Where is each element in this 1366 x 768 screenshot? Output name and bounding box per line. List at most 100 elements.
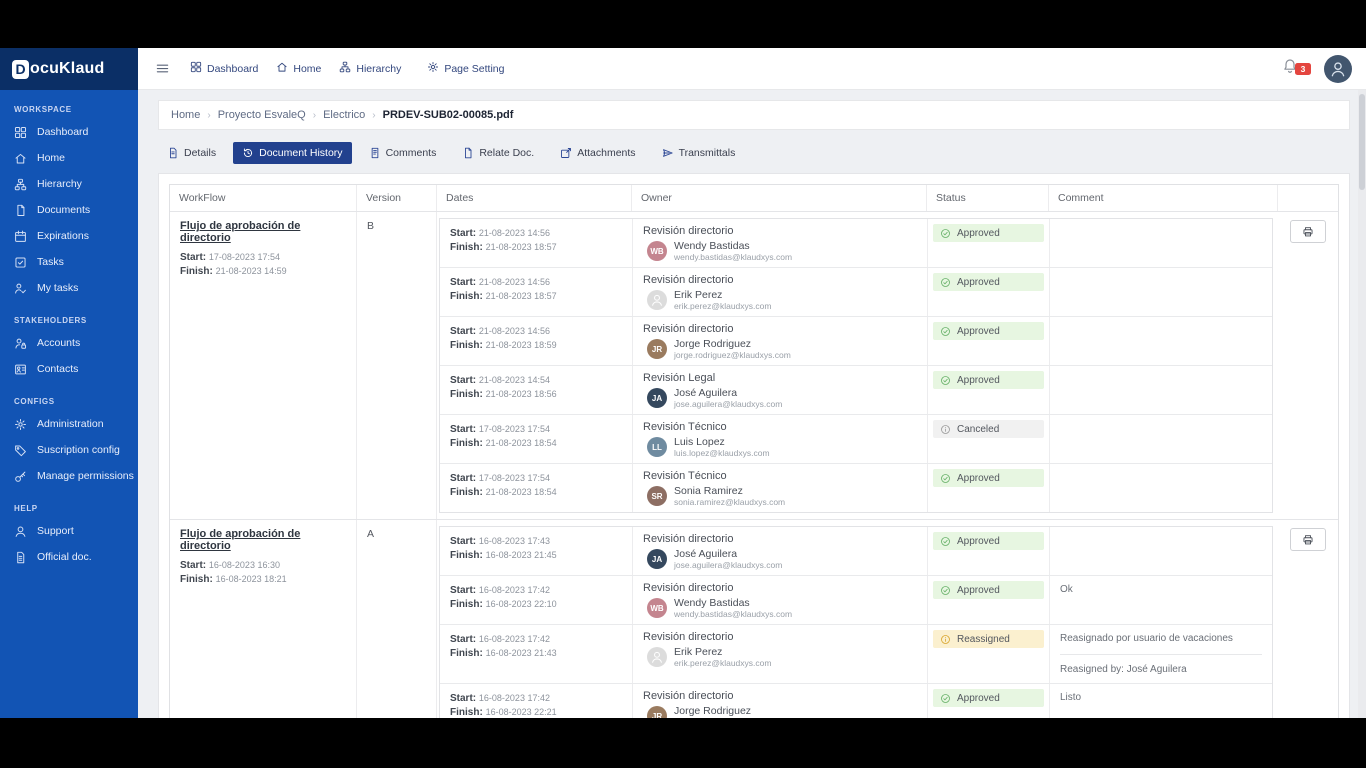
tab-label: Details — [184, 147, 217, 159]
owner-email: sonia.ramirez@klaudxys.com — [674, 497, 786, 507]
expirations-icon — [14, 230, 27, 243]
sidebar-item-home[interactable]: Home — [0, 145, 138, 171]
sidebar-item-expirations[interactable]: Expirations — [0, 223, 138, 249]
column-header-dates: Dates — [437, 185, 632, 211]
my-tasks-icon — [14, 282, 27, 295]
steps-table: Start: 16-08-2023 17:43 Finish: 16-08-202… — [439, 526, 1273, 718]
tab-transmittals[interactable]: Transmittals — [653, 142, 745, 164]
step-comment-cell — [1050, 317, 1272, 365]
status-badge: Approved — [933, 273, 1044, 291]
date-finish: Finish: 16-08-2023 18:21 — [180, 574, 287, 585]
print-button[interactable] — [1290, 220, 1326, 243]
step-owner-cell: Revisión directorio JR Jorge Rodriguezjorg… — [633, 684, 928, 718]
tab-attachments[interactable]: Attachments — [551, 142, 644, 164]
workflow-title-link[interactable]: Flujo de aprobación de directorio — [180, 220, 301, 244]
breadcrumb-link[interactable]: Home — [171, 109, 201, 121]
step-status-cell: Approved — [928, 366, 1050, 414]
owner-name: José Aguilera — [674, 548, 738, 560]
check-circle-icon — [940, 326, 951, 337]
notifications-button[interactable]: 3 — [1282, 58, 1311, 79]
sidebar-item-dashboard[interactable]: Dashboard — [0, 119, 138, 145]
document-history-panel: WorkFlow Version Dates Owner Status Comment F… — [158, 173, 1350, 718]
workflow-title-link[interactable]: Flujo de aprobación de directorio — [180, 528, 301, 552]
info-circle-icon — [940, 424, 951, 435]
owner-name-email: Wendy Bastidas wendy.bastidas@klaudxys.co… — [674, 240, 792, 262]
user-avatar[interactable] — [1324, 54, 1352, 83]
topnav-item-home[interactable]: Home — [276, 61, 321, 76]
tab-label: Transmittals — [678, 147, 736, 159]
sidebar-item-label: Tasks — [37, 256, 64, 268]
column-header-status: Status — [927, 185, 1049, 211]
sidebar-item-label: Dashboard — [37, 126, 89, 138]
owner-email: erik.perez@klaudxys.com — [674, 658, 772, 668]
owner-name: José Aguilera — [674, 387, 738, 399]
sidebar-item-support[interactable]: Support — [0, 518, 138, 544]
tab-details[interactable]: Details — [158, 142, 225, 164]
sidebar-item-manage-permissions[interactable]: Manage permissions — [0, 463, 138, 489]
menu-toggle-icon[interactable] — [155, 61, 170, 76]
sidebar-item-contacts[interactable]: Contacts — [0, 356, 138, 382]
status-label: Approved — [957, 276, 1000, 288]
owner-person: JR Jorge Rodriguezjorge.rodriguez@klaudxy… — [647, 705, 917, 718]
print-button[interactable] — [1290, 528, 1326, 551]
step-owner-cell: Revisión directorio WB Wendy Bastidas wendy… — [633, 576, 928, 624]
tab-comments[interactable]: Comments — [360, 142, 446, 164]
sidebar-section-title: STAKEHOLDERS — [14, 316, 87, 325]
step-dates-cell: Start: 16-08-2023 17:42 Finish: 16-08-202… — [440, 684, 633, 718]
owner-role: Revisión directorio — [643, 631, 734, 643]
date-start: Start: 16-08-2023 16:30 — [180, 560, 280, 571]
tab-relate-doc-[interactable]: Relate Doc. — [453, 142, 543, 164]
version-cell: A — [357, 520, 437, 718]
sidebar-item-accounts[interactable]: Accounts — [0, 330, 138, 356]
owner-name-email: Erik Perez erik.perez@klaudxys.com — [674, 289, 771, 311]
step-row: Start: 21-08-2023 14:54 Finish: 21-08-202… — [440, 366, 1272, 415]
date-start: Start: 21-08-2023 14:54 — [450, 375, 550, 386]
sidebar-item-administration[interactable]: Administration — [0, 411, 138, 437]
sidebar-item-my-tasks[interactable]: My tasks — [0, 275, 138, 301]
topnav-item-dashboard[interactable]: Dashboard — [190, 61, 258, 76]
step-dates-cell: Start: 16-08-2023 17:42 Finish: 16-08-202… — [440, 625, 633, 683]
owner-name-email: Erik Perez erik.perez@klaudxys.com — [674, 646, 771, 668]
step-row: Start: 21-08-2023 14:56 Finish: 21-08-202… — [440, 317, 1272, 366]
check-circle-icon — [940, 585, 951, 596]
sidebar-item-hierarchy[interactable]: Hierarchy — [0, 171, 138, 197]
step-row: Start: 16-08-2023 17:42 Finish: 16-08-202… — [440, 625, 1272, 684]
sidebar-item-label: Suscription config — [37, 444, 120, 456]
owner-name-email: Jorge Rodriguezjorge.rodriguez@klaudxys.… — [674, 705, 791, 718]
topnav-item-hierarchy[interactable]: Hierarchy — [339, 61, 401, 76]
avatar: SR — [647, 486, 667, 506]
content-area: Home › Proyecto EsvaleQ › Electrico › PRDEV-SU… — [138, 90, 1366, 718]
breadcrumb-separator: › — [372, 109, 376, 121]
home-icon — [14, 152, 27, 165]
date-finish: Finish: 21-08-2023 18:59 — [450, 340, 557, 351]
date-start: Start: 16-08-2023 17:42 — [450, 585, 550, 596]
breadcrumb-link[interactable]: Electrico — [323, 109, 366, 121]
sidebar-item-official-doc-[interactable]: Official doc. — [0, 544, 138, 570]
step-status-cell: Approved — [928, 268, 1050, 316]
page-setting-button[interactable]: Page Setting — [427, 61, 504, 76]
scrollbar-thumb[interactable] — [1359, 94, 1365, 190]
step-dates-cell: Start: 21-08-2023 14:56 Finish: 21-08-202… — [440, 317, 633, 365]
check-circle-icon — [940, 228, 951, 239]
date-finish: Finish: 21-08-2023 18:56 — [450, 389, 557, 400]
tab-label: Relate Doc. — [479, 147, 535, 159]
tab-document-history[interactable]: Document History — [233, 142, 352, 164]
sidebar-item-tasks[interactable]: Tasks — [0, 249, 138, 275]
scrollbar-track[interactable] — [1358, 90, 1366, 718]
topnav-label: Hierarchy — [356, 62, 402, 75]
step-status-cell: Approved — [928, 684, 1050, 718]
app-logo[interactable]: D ocuKlaud — [0, 48, 138, 90]
status-label: Reassigned — [957, 633, 1010, 645]
breadcrumb-link[interactable]: Proyecto EsvaleQ — [217, 109, 306, 121]
info-circle-icon — [940, 634, 951, 645]
sidebar-item-label: Official doc. — [37, 551, 92, 563]
sidebar-item-documents[interactable]: Documents — [0, 197, 138, 223]
workflow-actions-cell — [1278, 212, 1338, 519]
owner-person: WB Wendy Bastidas wendy.bastidas@klaudxys.… — [647, 597, 917, 619]
column-header-comment: Comment — [1049, 185, 1278, 211]
topnav-label: Dashboard — [207, 62, 259, 75]
sidebar-item-suscription-config[interactable]: Suscription config — [0, 437, 138, 463]
owner-email: jorge.rodriguez@klaudxys.com — [674, 717, 791, 718]
relate-doc-icon — [462, 147, 474, 159]
